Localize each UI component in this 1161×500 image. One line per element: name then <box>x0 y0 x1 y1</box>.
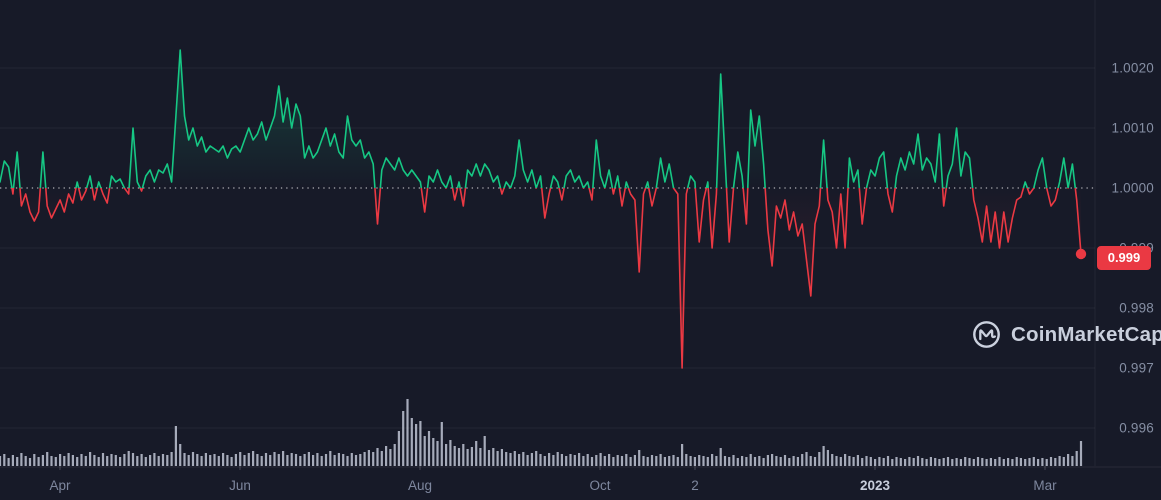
volume-bars <box>0 399 1083 466</box>
coinmarketcap-logo-icon <box>973 321 1000 348</box>
last-price-dot <box>1075 248 1087 260</box>
current-price-badge: 0.999 <box>1097 246 1151 270</box>
y-axis-label: 1.0010 <box>1111 120 1154 136</box>
x-axis-label: Jun <box>229 478 251 493</box>
x-axis-label: Oct <box>589 478 611 493</box>
area-fill-above <box>0 50 1081 188</box>
y-axis-label: 0.997 <box>1119 360 1154 376</box>
x-axis-label: Apr <box>49 478 71 493</box>
y-axis-label: 1.0000 <box>1111 180 1154 196</box>
price-line-above <box>0 49 1077 188</box>
watermark-label: CoinMarketCap <box>1011 322 1161 346</box>
y-axis-label: 1.0020 <box>1111 60 1154 76</box>
price-line-below <box>11 188 1082 369</box>
y-axis-label: 0.996 <box>1119 420 1154 436</box>
watermark: CoinMarketCap <box>971 319 1161 350</box>
y-axis-label: 0.998 <box>1119 300 1154 316</box>
x-axis-label: 2 <box>691 478 699 493</box>
x-axis-label: Aug <box>407 478 433 493</box>
x-axis-label: Mar <box>1033 478 1057 493</box>
x-axis-label: 2023 <box>859 478 891 493</box>
area-fill-below <box>0 188 1081 368</box>
